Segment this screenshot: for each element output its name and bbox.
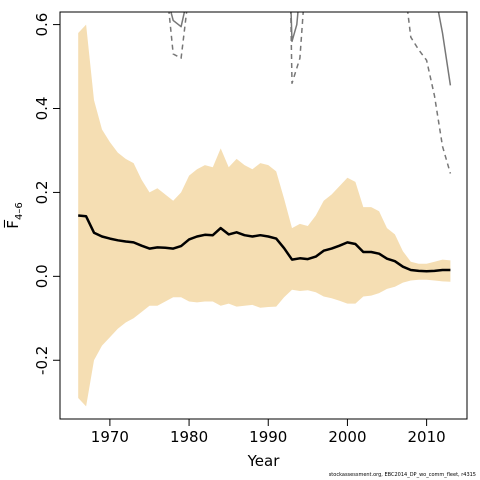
reference-line-dashed-5 xyxy=(290,12,304,85)
y-tick-label: 0.2 xyxy=(33,180,51,204)
x-tick-label: 2000 xyxy=(328,428,366,446)
y-axis: -0.2 0.0 0.2 0.4 0.6 xyxy=(33,13,60,375)
x-tick-label: 1990 xyxy=(249,428,287,446)
x-axis: 1970 1980 1990 2000 2010 xyxy=(91,419,446,446)
y-axis-title-subscript: 4–6 xyxy=(14,202,25,220)
plot-frame xyxy=(59,11,468,420)
reference-line-solid-3 xyxy=(437,12,452,86)
x-tick-label: 1980 xyxy=(170,428,208,446)
y-axis-title: F̅4–6 xyxy=(3,202,25,228)
confidence-band-layer xyxy=(78,24,451,407)
reference-line-dashed-6 xyxy=(406,12,452,174)
confidence-band xyxy=(78,24,451,407)
y-axis-title-main: F̅ xyxy=(3,219,22,229)
reference-line-solid-1 xyxy=(170,12,186,28)
footer-note: stockassessment.org, EBC2014_DP_wo_comm_… xyxy=(328,472,476,478)
x-tick-label: 2010 xyxy=(408,428,446,446)
x-axis-title: Year xyxy=(247,452,281,470)
series-layer xyxy=(78,12,452,273)
y-tick-label: 0.0 xyxy=(33,264,51,288)
x-tick-label: 1970 xyxy=(91,428,129,446)
y-tick-label: -0.2 xyxy=(33,346,51,375)
y-tick-label: 0.6 xyxy=(33,13,51,37)
y-tick-label: 0.4 xyxy=(33,97,51,121)
reference-line-dashed-4 xyxy=(168,12,188,59)
median-line xyxy=(78,214,451,273)
reference-line-solid-2 xyxy=(290,12,299,43)
